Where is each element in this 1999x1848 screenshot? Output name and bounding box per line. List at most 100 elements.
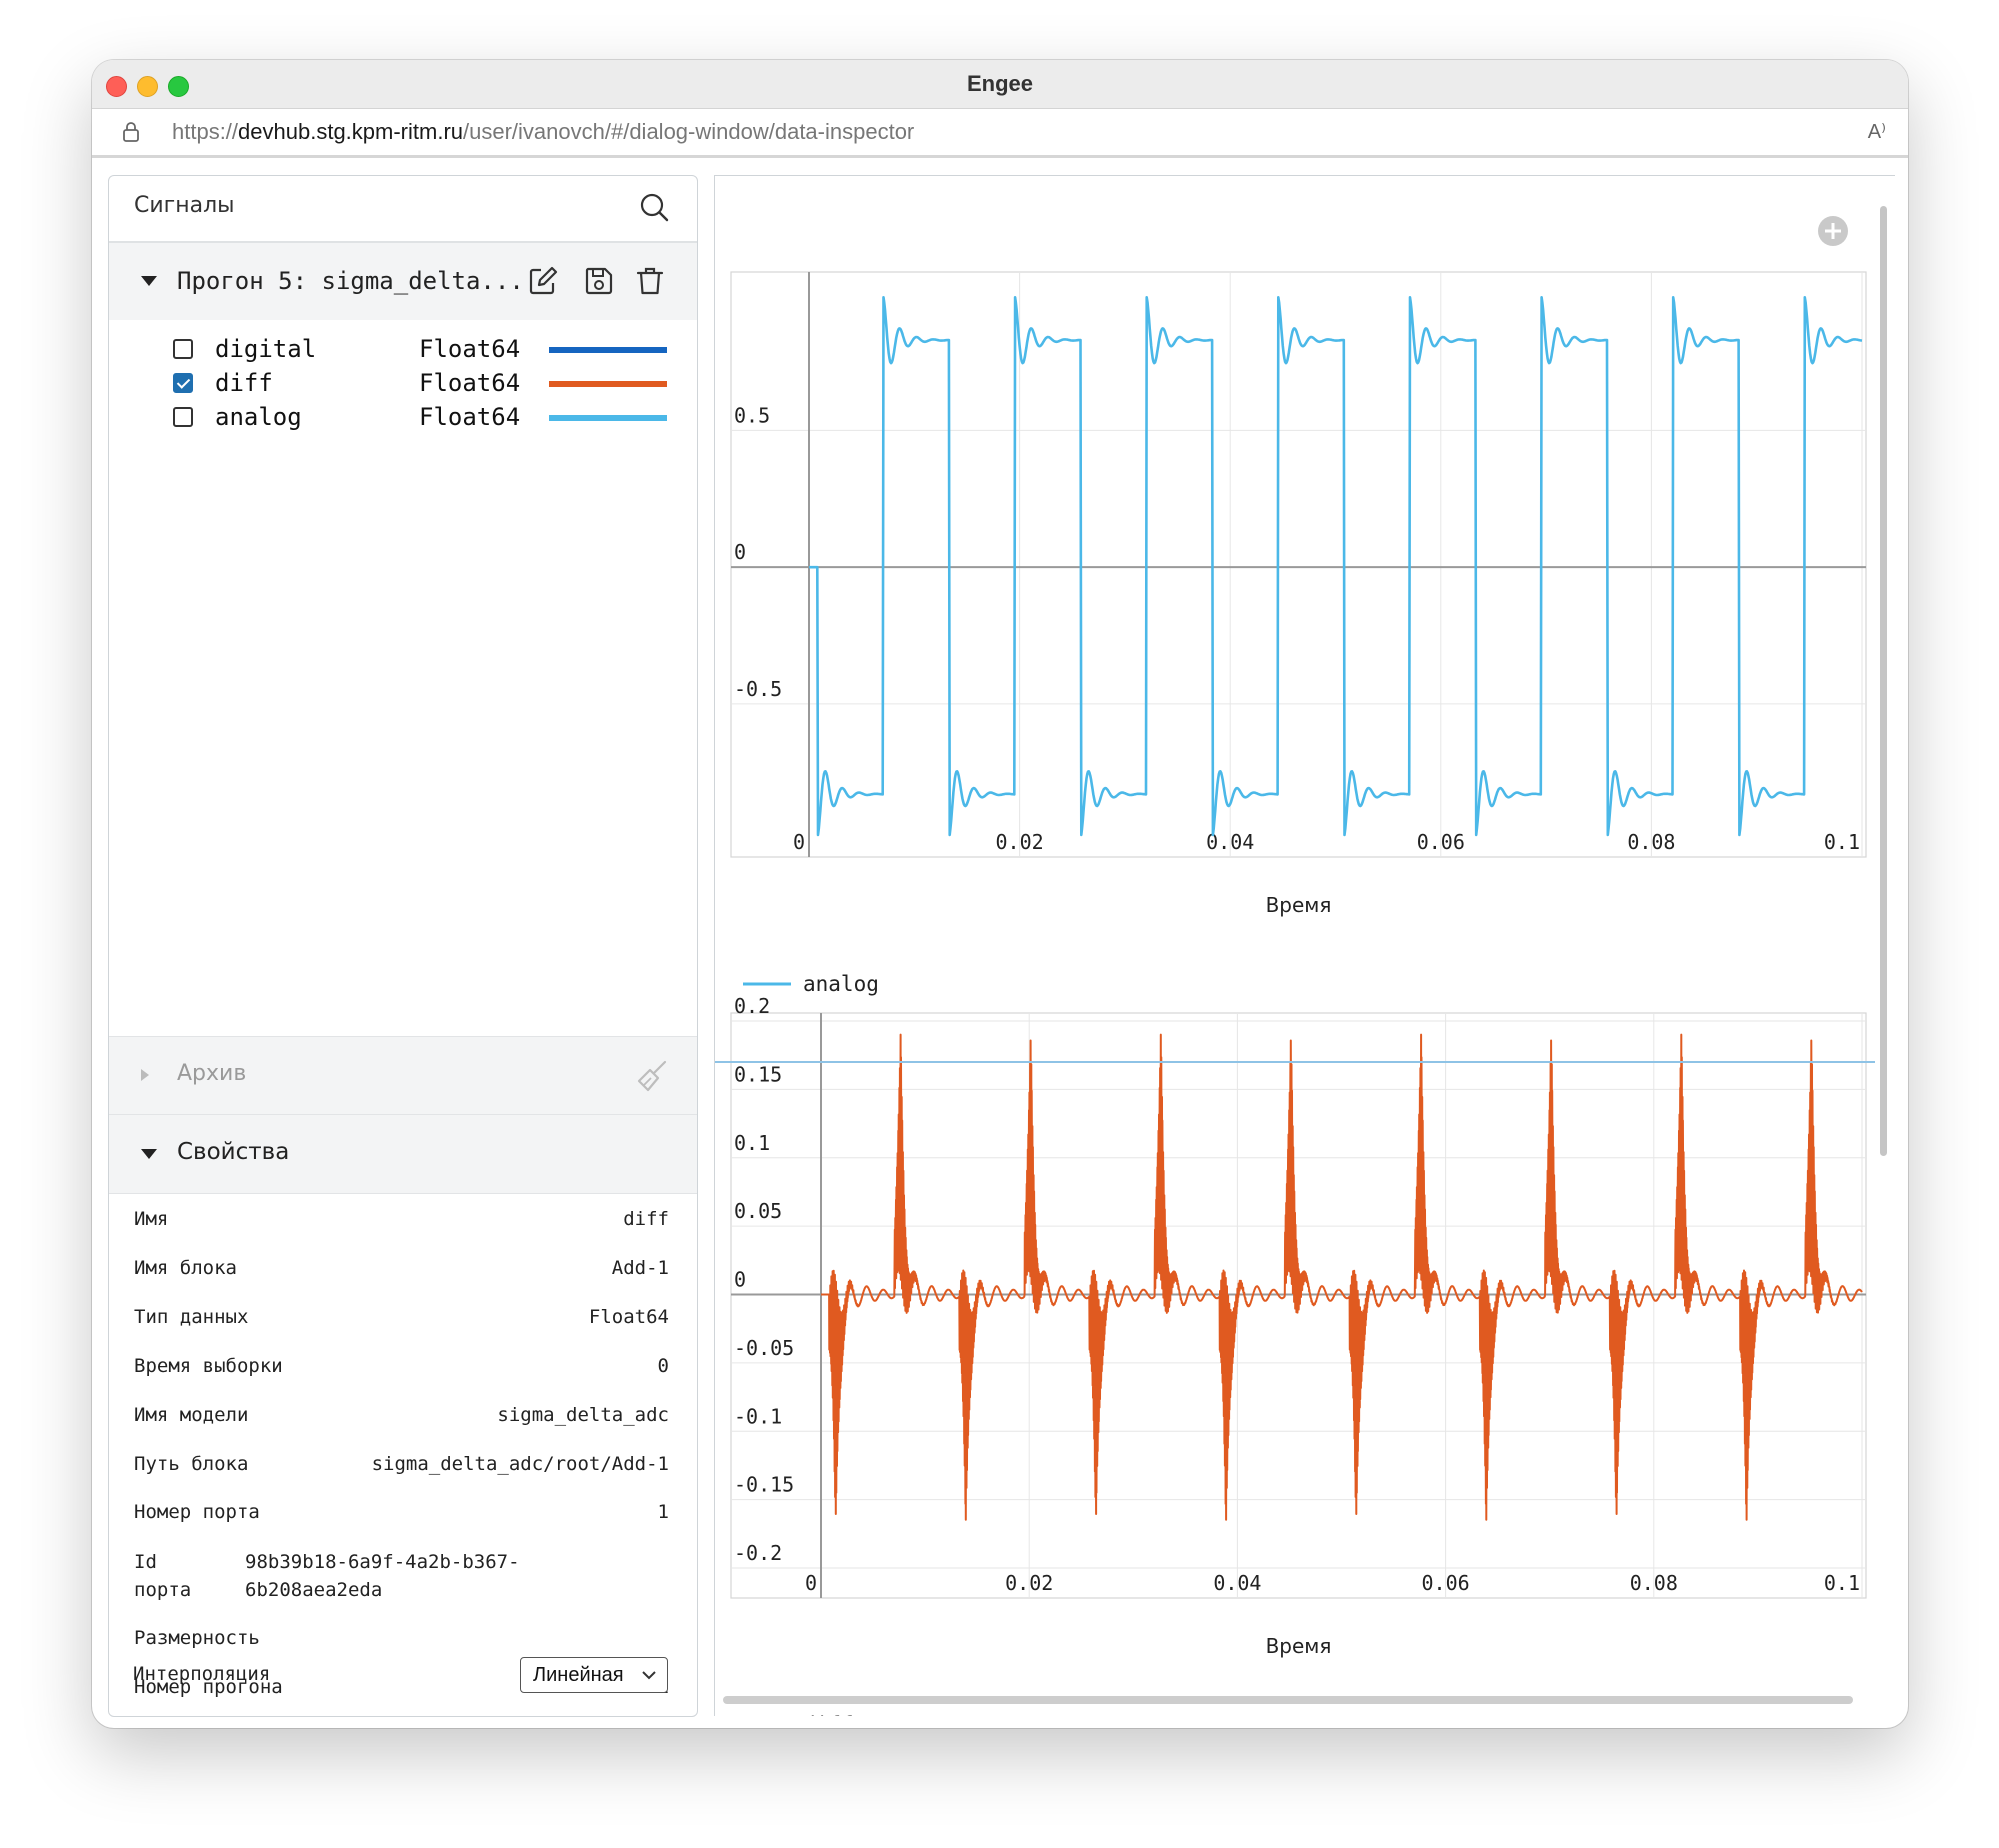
signal-color-swatch (549, 381, 667, 387)
property-key: Номер порта (134, 1501, 260, 1523)
y-tick-label: 0 (734, 540, 746, 564)
plots-area: 0 0.02 0.04 0.06 0.08 0.1 0.5 0 -0.5 Время analog 0… (714, 175, 1895, 1716)
y-tick-label: 0.05 (734, 1199, 782, 1223)
y-tick-label: 0.2 (734, 994, 770, 1018)
signal-row-digital[interactable]: digital Float64 (109, 333, 697, 367)
charts-svg[interactable]: 0 0.02 0.04 0.06 0.08 0.1 0.5 0 -0.5 Время analog 0… (715, 176, 1895, 1716)
signal-type: Float64 (419, 335, 521, 363)
collapse-caret-icon[interactable] (141, 1149, 157, 1159)
property-row: Тип данных Float64 (109, 1300, 697, 1340)
save-icon[interactable] (583, 265, 615, 297)
vertical-scrollbar[interactable] (1880, 206, 1887, 1156)
property-row: Имя блока Add-1 (109, 1251, 697, 1291)
series-line-diff (820, 1033, 1863, 1521)
reader-mode-icon[interactable]: A⁾ (1867, 121, 1886, 143)
broom-icon[interactable] (635, 1059, 669, 1093)
signals-panel: Сигналы Прогон 5: sigma_delta... (108, 175, 698, 1717)
x-tick-label: 0 (805, 1571, 817, 1595)
property-key: Интерполяция (133, 1663, 271, 1685)
property-key: Время выборки (134, 1355, 283, 1377)
horizontal-scrollbar[interactable] (723, 1696, 1853, 1704)
property-value: sigma_delta_adc/root/Add-1 (371, 1453, 669, 1475)
x-tick-label: 0 (793, 830, 805, 854)
property-key: Размерность (134, 1627, 260, 1649)
property-row: Размерность (109, 1621, 697, 1661)
signal-type: Float64 (419, 403, 521, 431)
run-title: Прогон 5: sigma_delta... (177, 267, 524, 295)
minimize-window-button[interactable] (137, 76, 158, 97)
legend-label: diff (803, 1713, 854, 1716)
x-tick-label: 0.08 (1627, 830, 1675, 854)
y-tick-label: -0.05 (734, 1336, 794, 1360)
x-tick-label: 0.1 (1824, 830, 1860, 854)
signals-header: Сигналы (109, 176, 697, 243)
x-tick-label: 0.06 (1417, 830, 1465, 854)
property-row: Имя модели sigma_delta_adc (109, 1398, 697, 1438)
signal-name: diff (215, 369, 273, 397)
archive-label: Архив (177, 1061, 247, 1086)
property-key: Id порта (134, 1551, 192, 1601)
property-row-port-id: Id порта 98b39b18-6a9f-4a2b-b367- 6b208aea… (109, 1542, 697, 1604)
y-tick-label: -0.5 (734, 677, 782, 701)
zoom-window-button[interactable] (168, 76, 189, 97)
signal-checkbox[interactable] (173, 407, 193, 427)
property-row: Имя diff (109, 1202, 697, 1242)
interpolation-select[interactable]: Линейная (520, 1657, 668, 1693)
signal-color-swatch (549, 347, 667, 353)
property-row: Путь блока sigma_delta_adc/root/Add-1 (109, 1447, 697, 1487)
legend-label: analog (803, 972, 879, 996)
signal-row-analog[interactable]: analog Float64 (109, 401, 697, 435)
app-window: Engee https://devhub.stg.kpm-ritm.ru/use… (92, 60, 1908, 1728)
property-value: Float64 (588, 1306, 669, 1328)
address-bar[interactable]: https://devhub.stg.kpm-ritm.ru/user/ivan… (92, 109, 1908, 158)
property-value: 98b39b18-6a9f-4a2b-b367- 6b208aea2eda (245, 1551, 520, 1601)
signal-checkbox[interactable] (173, 373, 193, 393)
properties-section-header[interactable]: Свойства (109, 1114, 697, 1194)
archive-section-header[interactable]: Архив (109, 1036, 697, 1115)
edit-icon[interactable] (527, 265, 559, 297)
property-value: sigma_delta_adc (497, 1404, 669, 1426)
property-row: Время выборки 0 (109, 1349, 697, 1389)
property-key: Имя (134, 1208, 169, 1230)
y-tick-label: -0.1 (734, 1404, 782, 1428)
plot-divider (715, 1061, 1875, 1063)
signals-title: Сигналы (134, 193, 235, 218)
x-tick-label: 0.1 (1824, 1571, 1860, 1595)
property-key: Имя модели (134, 1404, 249, 1426)
x-axis-label: Время (1266, 893, 1332, 917)
property-row: Номер порта 1 (109, 1495, 697, 1535)
property-value: diff (623, 1208, 669, 1230)
y-tick-label: 0.15 (734, 1062, 782, 1086)
title-bar: Engee (92, 60, 1908, 109)
property-key: Тип данных (134, 1306, 249, 1328)
search-icon[interactable] (639, 192, 669, 222)
lock-icon (123, 122, 139, 142)
properties-label: Свойства (177, 1139, 290, 1165)
expand-caret-icon[interactable] (141, 1069, 149, 1081)
trash-icon[interactable] (635, 265, 665, 297)
signal-checkbox[interactable] (173, 339, 193, 359)
x-axis-label: Время (1266, 1634, 1332, 1658)
signal-name: analog (215, 403, 302, 431)
property-row-interpolation: Интерполяция Линейная (108, 1657, 696, 1701)
plot-frame (730, 271, 1867, 858)
signal-row-diff[interactable]: diff Float64 (109, 367, 697, 401)
close-window-button[interactable] (106, 76, 127, 97)
run-row[interactable]: Прогон 5: sigma_delta... (109, 243, 697, 320)
collapse-caret-icon[interactable] (141, 276, 157, 286)
y-tick-label: -0.15 (734, 1473, 794, 1497)
property-key: Путь блока (134, 1453, 249, 1475)
property-value: 0 (657, 1355, 669, 1377)
y-tick-label: 0.1 (734, 1131, 770, 1155)
x-tick-label: 0.04 (1213, 1571, 1261, 1595)
signal-color-swatch (549, 415, 667, 421)
url-text[interactable]: https://devhub.stg.kpm-ritm.ru/user/ivan… (172, 119, 915, 144)
series-line-analog (808, 296, 1863, 837)
add-plot-icon-plus (1825, 223, 1841, 239)
window-title: Engee (966, 71, 1034, 96)
x-tick-label: 0.02 (996, 830, 1044, 854)
x-tick-label: 0.02 (1005, 1571, 1053, 1595)
property-value: Add-1 (611, 1257, 669, 1279)
chevron-down-icon (642, 1671, 656, 1680)
x-tick-label: 0.06 (1422, 1571, 1470, 1595)
